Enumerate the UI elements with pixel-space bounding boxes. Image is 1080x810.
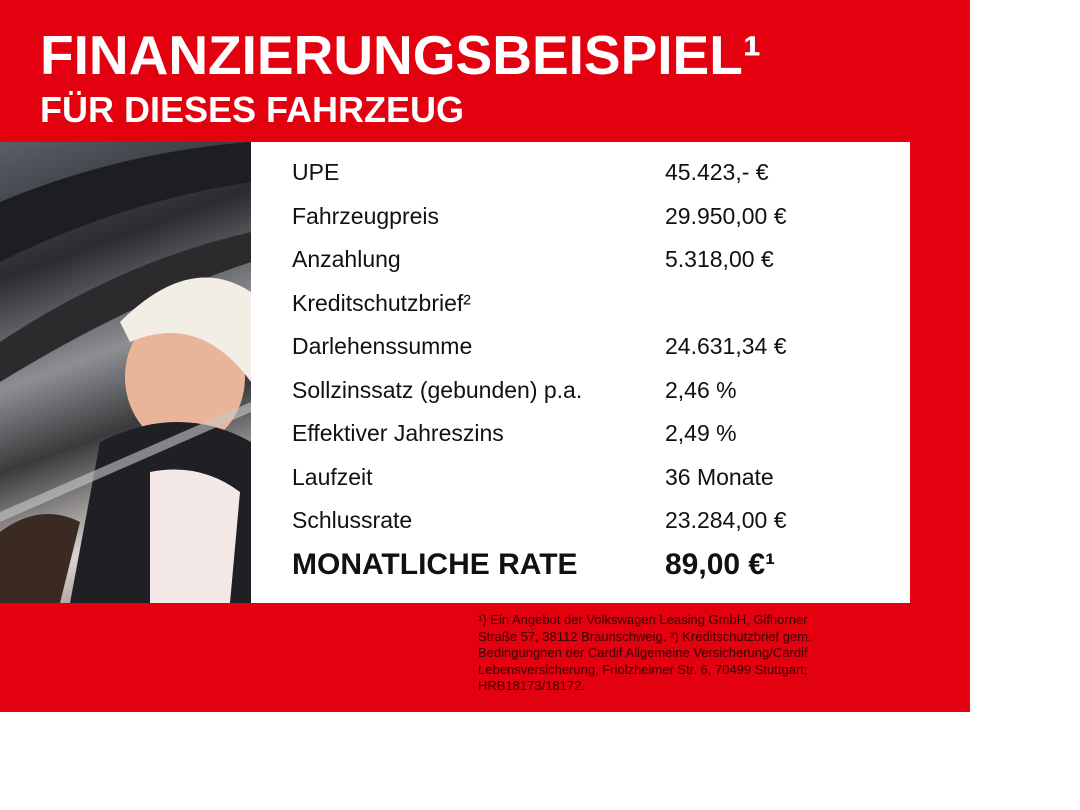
table-row-value: 45.423,- € bbox=[665, 159, 769, 185]
table-row-label: Schlussrate bbox=[292, 507, 413, 533]
monthly-rate-label: MONATLICHE RATE bbox=[292, 548, 578, 581]
table-row-label: Kreditschutzbrief² bbox=[292, 289, 471, 316]
table-row-label: Sollzinssatz (gebunden) p.a. bbox=[292, 376, 583, 403]
footnote-line: Bedingungnen der Cardif Allgemeine Versi… bbox=[478, 645, 808, 660]
table-row-label: Anzahlung bbox=[292, 246, 401, 272]
table-row-value: 5.318,00 € bbox=[665, 246, 774, 272]
monthly-rate-value: 89,00 €¹ bbox=[665, 548, 776, 581]
table-row-label: Effektiver Jahreszins bbox=[292, 420, 504, 446]
footnote-line: Lebensversicherung, Friolzheimer Str. 6,… bbox=[478, 661, 808, 677]
table-row-value: 2,46 % bbox=[665, 376, 737, 403]
table-row-value: 29.950,00 € bbox=[665, 202, 787, 229]
table-row-label: UPE bbox=[292, 159, 340, 185]
woman-in-car-photo bbox=[0, 142, 251, 603]
page-title: FINANZIERUNGSBEISPIEL¹ bbox=[40, 24, 762, 86]
table-row-value: 24.631,34 € bbox=[665, 333, 787, 359]
table-row-label: Fahrzeugpreis bbox=[292, 202, 440, 229]
table-row-label: Laufzeit bbox=[292, 463, 373, 490]
financing-card: FINANZIERUNGSBEISPIEL¹ FÜR DIESES FAHRZE… bbox=[0, 0, 970, 712]
page-subtitle: FÜR DIESES FAHRZEUG bbox=[40, 89, 465, 130]
footnote: ¹) Ein Angebot der Volkswagen Leasing Gm… bbox=[478, 612, 812, 695]
footnote-line: Straße 57, 38112 Braunschweig. ²) Kredit… bbox=[478, 628, 812, 644]
table-row-value: 23.284,00 € bbox=[665, 507, 787, 533]
table-row-value: 36 Monate bbox=[665, 463, 774, 490]
footnote-line: ¹) Ein Angebot der Volkswagen Leasing Gm… bbox=[478, 612, 808, 627]
footnote-line: HRB18173/18172. bbox=[478, 678, 585, 693]
table-row-value: 2,49 % bbox=[665, 420, 737, 446]
table-row-label: Darlehenssumme bbox=[292, 333, 473, 359]
financing-table: UPE 45.423,- € Fahrzeugpreis 29.950,00 € Anz… bbox=[251, 142, 910, 603]
